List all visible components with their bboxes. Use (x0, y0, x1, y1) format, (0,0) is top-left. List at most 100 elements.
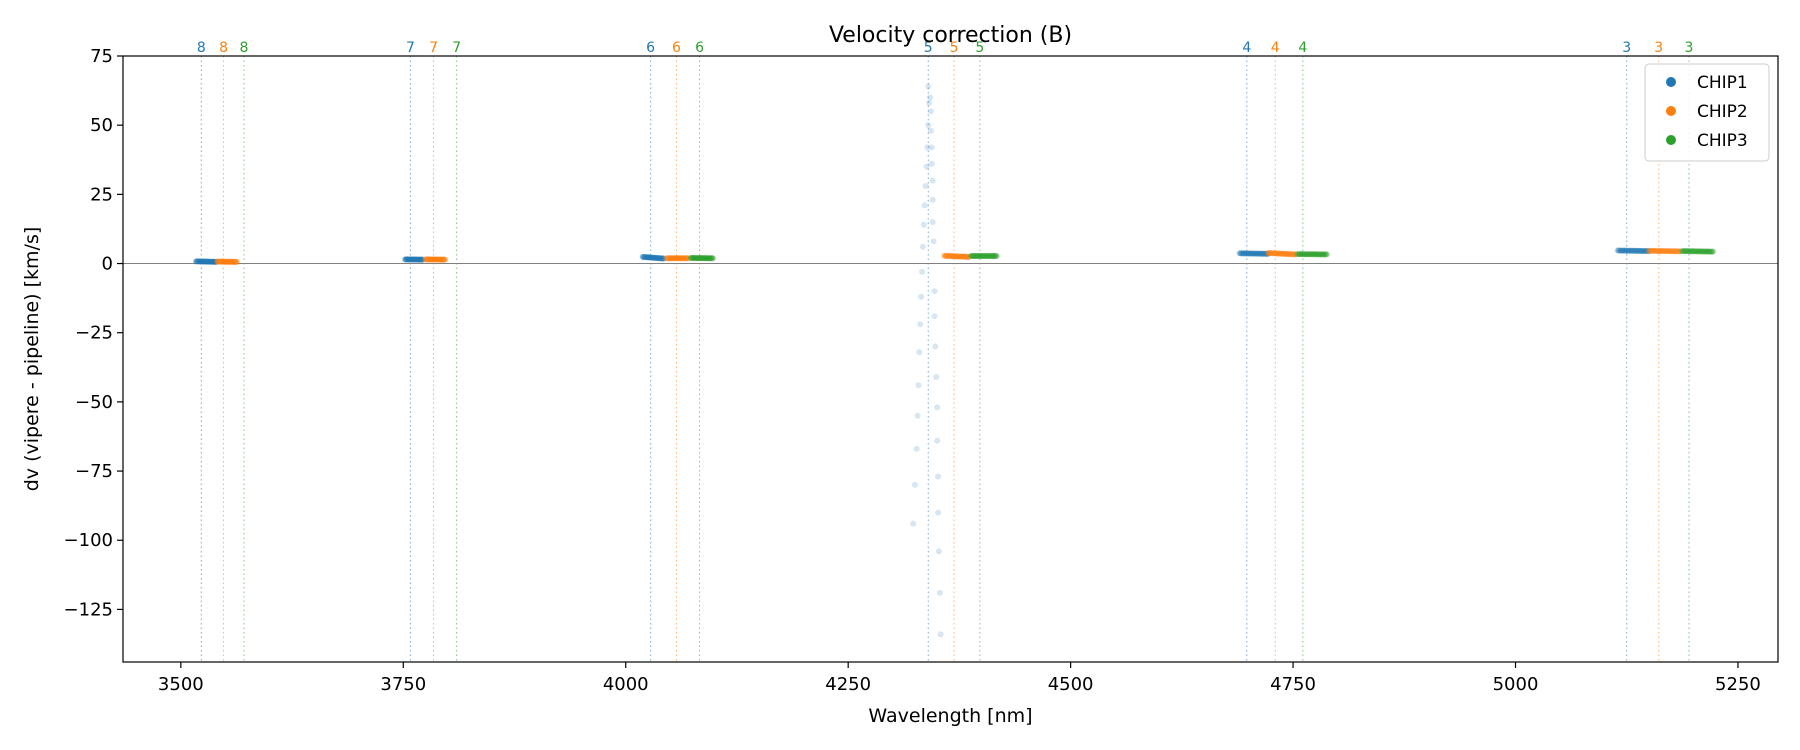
legend-box (1644, 63, 1770, 162)
data-point (424, 256, 431, 263)
data-point (1269, 250, 1276, 257)
outlier-point (913, 445, 920, 452)
order-marker-label: 7 (452, 40, 461, 56)
data-point (699, 255, 706, 262)
data-point (1653, 247, 1660, 254)
data-point (412, 256, 419, 263)
outlier-point (925, 122, 932, 129)
data-point (192, 258, 199, 265)
data-point (1289, 251, 1296, 258)
data-point (693, 255, 700, 262)
data-point (976, 253, 983, 260)
data-point (1297, 251, 1304, 258)
data-point (701, 255, 708, 262)
data-point (942, 252, 949, 259)
data-point (1704, 248, 1711, 255)
data-point (955, 253, 962, 260)
data-point (201, 258, 208, 265)
data-point (1260, 250, 1267, 257)
y-tick-label: −75 (75, 461, 113, 482)
data-point (436, 256, 443, 263)
data-point (1284, 250, 1291, 257)
data-point (656, 255, 663, 262)
data-point (1252, 250, 1259, 257)
data-point (1240, 250, 1247, 257)
data-point (701, 255, 708, 262)
data-point (1313, 251, 1320, 258)
data-point (1649, 247, 1656, 254)
data-point (1641, 248, 1648, 254)
data-point (707, 255, 714, 262)
data-point (1312, 251, 1319, 258)
data-point (223, 258, 230, 265)
data-point (970, 253, 977, 260)
outlier-point (914, 412, 921, 419)
data-point (1664, 248, 1671, 255)
x-tick-label: 5000 (1493, 674, 1539, 695)
y-tick-label: −25 (75, 323, 113, 344)
data-point (671, 255, 678, 262)
data-point (664, 255, 671, 262)
data-point (989, 253, 996, 260)
data-point (1639, 247, 1646, 254)
data-point (950, 253, 957, 260)
data-point (954, 253, 961, 260)
data-point (1288, 251, 1295, 258)
data-point (1682, 248, 1689, 255)
data-point (219, 258, 226, 265)
y-tick-label: −100 (64, 530, 113, 551)
data-point (1266, 250, 1273, 257)
data-point (946, 253, 953, 260)
data-point (1701, 248, 1708, 255)
data-point (1634, 247, 1641, 254)
data-point (1253, 250, 1260, 257)
data-point (428, 256, 435, 263)
data-point (651, 254, 658, 261)
data-point (1687, 248, 1694, 255)
data-point (432, 256, 439, 263)
data-point (659, 255, 666, 262)
data-point (706, 255, 713, 262)
outlier-point (928, 160, 935, 167)
data-point (1281, 250, 1288, 257)
data-point (673, 255, 680, 262)
data-point (681, 255, 688, 262)
data-point (691, 255, 698, 262)
outlier-point (910, 520, 917, 527)
data-point (404, 256, 411, 263)
data-point (1615, 247, 1622, 254)
data-point (670, 255, 677, 262)
data-point (210, 258, 217, 265)
data-point (220, 258, 227, 265)
data-point (1290, 251, 1297, 258)
data-point (943, 252, 950, 259)
data-point (653, 255, 660, 261)
data-point (1259, 250, 1266, 257)
data-point (1307, 251, 1314, 258)
y-tick-label: 75 (90, 46, 113, 67)
data-point (1245, 250, 1252, 257)
data-point (222, 258, 229, 265)
data-point (1315, 251, 1322, 258)
data-point (1647, 247, 1654, 254)
data-point (1277, 250, 1284, 257)
data-point (429, 256, 436, 263)
data-point (698, 255, 705, 262)
data-point (973, 253, 980, 260)
data-point (197, 258, 204, 265)
data-point (677, 255, 684, 262)
outlier-point (921, 202, 928, 209)
data-point (985, 253, 992, 260)
data-point (1643, 248, 1650, 255)
data-point (1263, 250, 1270, 257)
data-point (1314, 251, 1321, 258)
data-point (1623, 247, 1630, 254)
data-point (682, 255, 689, 262)
legend-label-chip2: CHIP2 (1697, 102, 1748, 122)
data-point (199, 258, 206, 265)
series-chip1 (192, 83, 1652, 638)
data-point (1258, 250, 1265, 257)
data-point (1306, 251, 1313, 258)
data-point (409, 256, 416, 263)
data-point (202, 258, 209, 265)
